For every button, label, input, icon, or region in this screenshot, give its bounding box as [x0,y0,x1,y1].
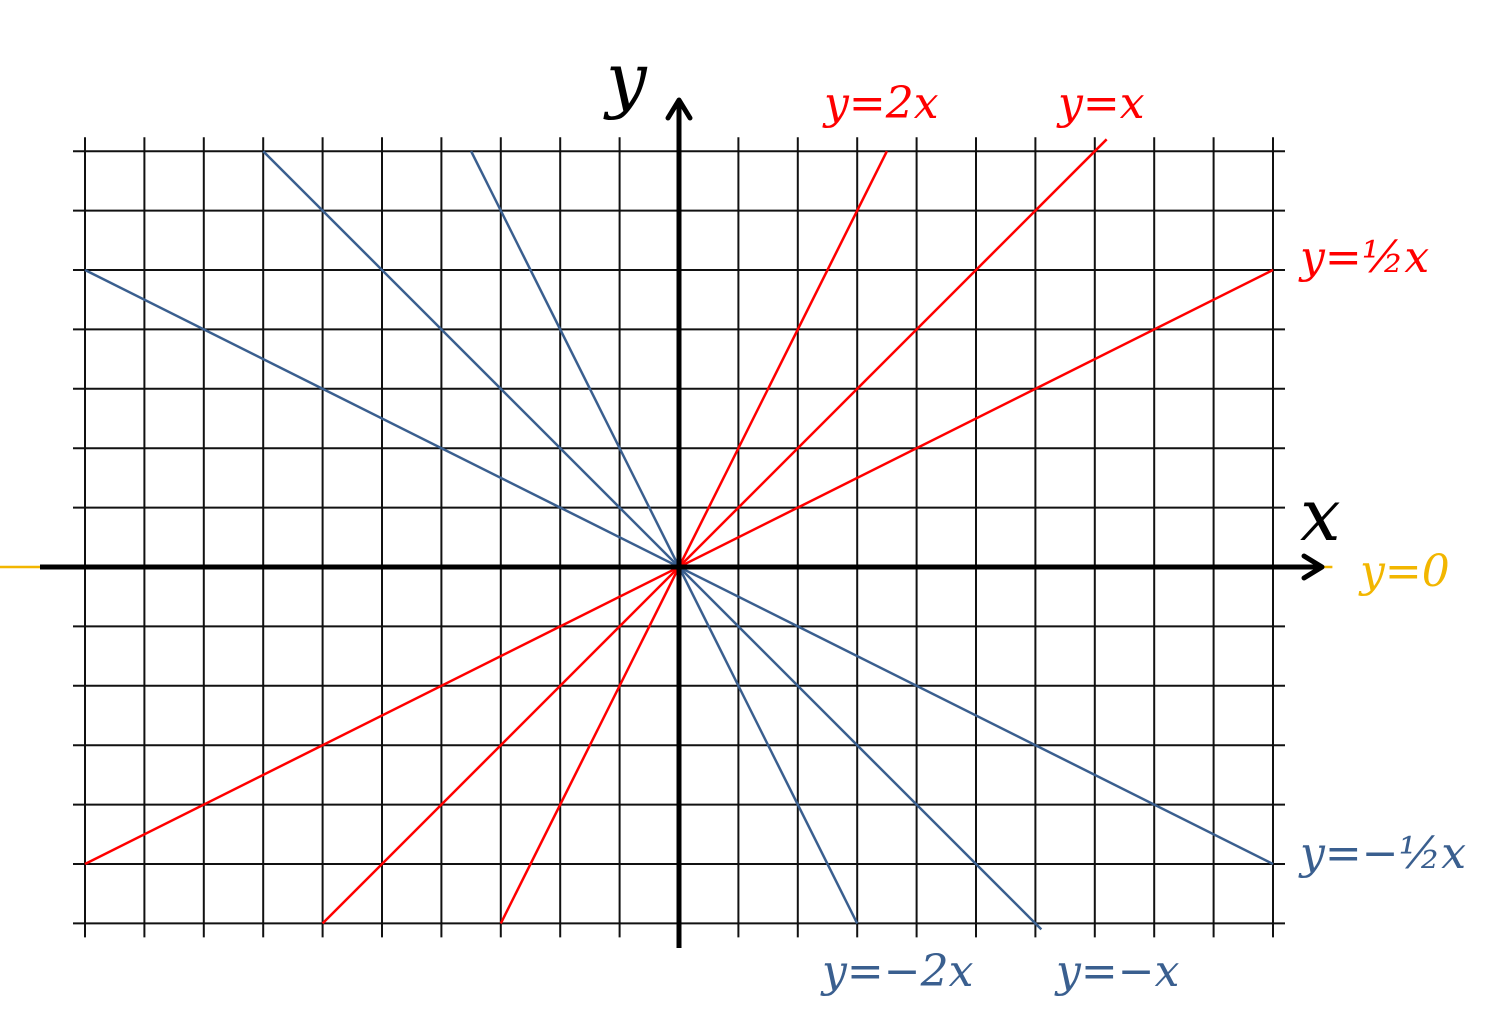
y-axis-label: y [603,37,648,121]
label-y-half-x: y=½x [1298,232,1429,283]
x-axis-arrow-icon [1301,553,1325,581]
series-line-6 [469,150,859,924]
series-lines [0,138,1333,931]
x-axis-label: x [1300,473,1341,557]
equation-labels: y=2x y=x y=½x y=0 y=−½x y=−x y=−2x [820,78,1466,997]
label-y-neg-x: y=−x [1054,946,1180,997]
series-line-5 [262,150,1043,931]
label-y-neg-half-x: y=−½x [1298,828,1466,879]
axes [40,97,1325,948]
series-line-1 [321,138,1108,925]
label-y-0: y=0 [1358,546,1450,597]
label-y-x: y=x [1056,78,1145,129]
series-line-0 [499,150,889,924]
label-y-neg-2x: y=−2x [820,946,974,997]
label-y-2x: y=2x [822,78,939,129]
y-axis-arrow-icon [665,97,693,121]
